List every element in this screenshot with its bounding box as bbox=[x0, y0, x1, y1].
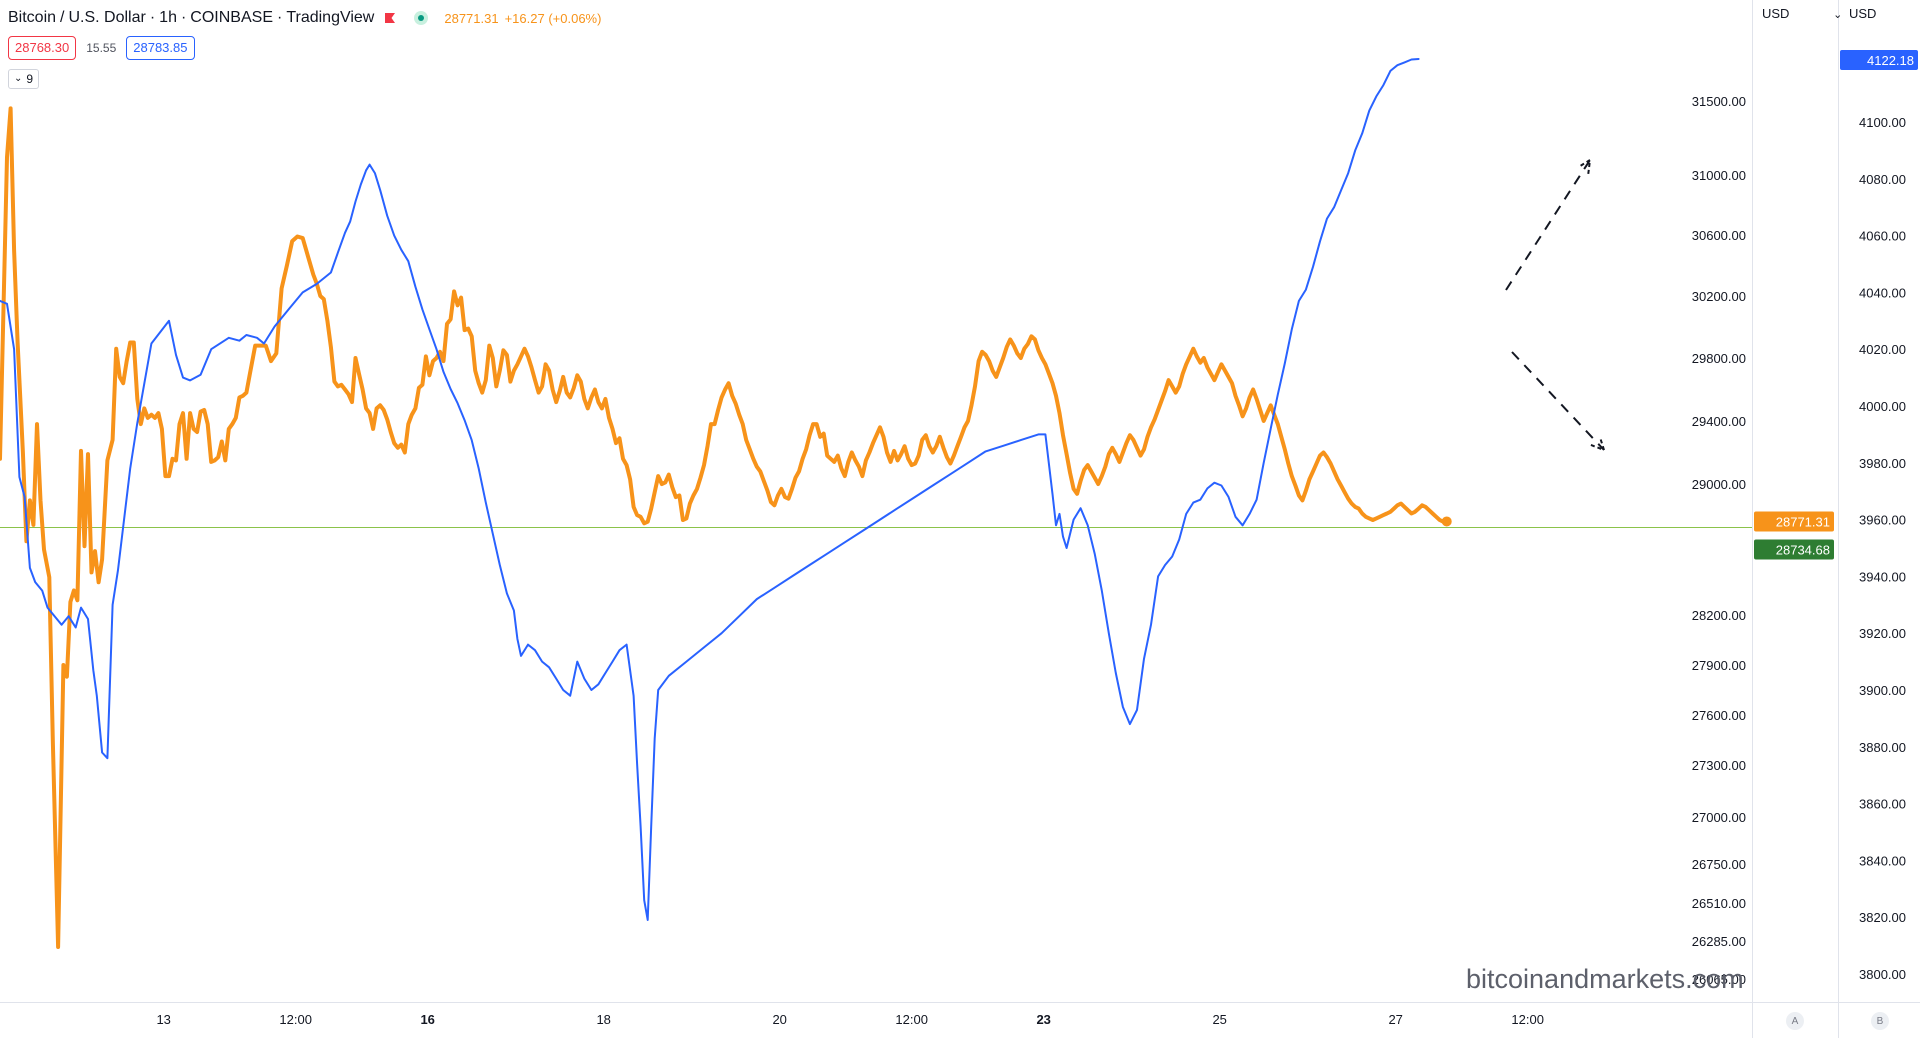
right-axis-tick: 4000.00 bbox=[1859, 399, 1906, 414]
time-axis-tick: 27 bbox=[1388, 1012, 1402, 1027]
up-arrow bbox=[1505, 159, 1591, 291]
right-axis-tick: 4100.00 bbox=[1859, 115, 1906, 130]
right-axis-tick: 3820.00 bbox=[1859, 910, 1906, 925]
last-point-marker bbox=[1441, 516, 1452, 527]
time-axis-tick: 12:00 bbox=[895, 1012, 928, 1027]
watermark: bitcoinandmarkets.com bbox=[1466, 964, 1744, 994]
time-axis-tick: 20 bbox=[772, 1012, 786, 1027]
down-arrow-head bbox=[1590, 436, 1606, 452]
flag-icon[interactable] bbox=[384, 12, 396, 24]
left-axis-tick: 29800.00 bbox=[1692, 351, 1746, 366]
right-axis-tick: 3860.00 bbox=[1859, 797, 1906, 812]
time-axis-tick: 25 bbox=[1212, 1012, 1226, 1027]
left-axis-tick: 26510.00 bbox=[1692, 896, 1746, 911]
right-axis-tick: 3800.00 bbox=[1859, 967, 1906, 982]
right-axis-tick: 3880.00 bbox=[1859, 740, 1906, 755]
symbol-header[interactable]: Bitcoin / U.S. Dollar · 1h · COINBASE · … bbox=[8, 8, 601, 28]
chevron-down-icon: ⌄ bbox=[1833, 9, 1843, 21]
price-change: +16.27 (+0.06%) bbox=[504, 10, 602, 26]
right-axis-tick: 4020.00 bbox=[1859, 342, 1906, 357]
right-axis-tick: 3960.00 bbox=[1859, 513, 1906, 528]
down-arrow bbox=[1511, 351, 1605, 451]
ask-price[interactable]: 28783.85 bbox=[126, 36, 195, 60]
left-axis-tick: 31000.00 bbox=[1692, 168, 1746, 183]
market-status-icon[interactable] bbox=[414, 11, 429, 25]
right-axis-tick: 3980.00 bbox=[1859, 456, 1906, 471]
left-last-price-tag: 28771.31 bbox=[1776, 514, 1830, 529]
platform-label: TradingView bbox=[286, 9, 375, 26]
time-axis-tick: 13 bbox=[156, 1012, 170, 1027]
left-last-price-tag-bg bbox=[1754, 511, 1834, 532]
left-line-price-tag-bg bbox=[1754, 539, 1834, 560]
right-last-price-tag: 4122.18 bbox=[1867, 53, 1914, 68]
left-axis-tick: 29000.00 bbox=[1692, 477, 1746, 492]
right-axis-tick: 3920.00 bbox=[1859, 626, 1906, 641]
right-axis-tick: 4080.00 bbox=[1859, 172, 1906, 187]
chevron-down-icon: ⌄ bbox=[14, 73, 23, 84]
right-axis-tick: 4040.00 bbox=[1859, 285, 1906, 300]
time-axis-tick: 12:00 bbox=[1511, 1012, 1544, 1027]
left-axis-tick: 27600.00 bbox=[1692, 708, 1746, 723]
left-axis-tick: 29400.00 bbox=[1692, 414, 1746, 429]
left-axis-tick: 26065.00 bbox=[1692, 972, 1746, 987]
symbol-separator: / bbox=[60, 9, 65, 26]
spread-value: 15.55 bbox=[86, 41, 117, 55]
interval-label[interactable]: 1h bbox=[159, 9, 177, 26]
left-axis-tick: 27300.00 bbox=[1692, 758, 1746, 773]
left-axis-tick: 26750.00 bbox=[1692, 857, 1746, 872]
left-axis-unit: USD bbox=[1762, 6, 1790, 21]
indicator-count: 9 bbox=[26, 72, 34, 86]
last-price: 28771.31 bbox=[444, 10, 499, 26]
bid-price[interactable]: 28768.30 bbox=[8, 36, 77, 60]
left-axis-tick: 31500.00 bbox=[1692, 94, 1746, 109]
left-axis-tick: 30200.00 bbox=[1692, 289, 1746, 304]
blue-series-line bbox=[0, 58, 1420, 921]
left-axis-tick: 27900.00 bbox=[1692, 658, 1746, 673]
orange-series-line bbox=[0, 106, 1449, 949]
time-axis-tick: 16 bbox=[420, 1012, 434, 1027]
auto-scale-button[interactable]: A bbox=[1786, 1012, 1804, 1030]
right-axis-tick: 3900.00 bbox=[1859, 683, 1906, 698]
bid-ask-quotes: 28768.30 15.55 28783.85 bbox=[8, 36, 195, 60]
time-axis-tick: 18 bbox=[596, 1012, 610, 1027]
quote-currency: U.S. Dollar bbox=[68, 9, 146, 26]
right-last-price-tag-bg bbox=[1840, 50, 1918, 70]
b-scale-button[interactable]: B bbox=[1871, 1012, 1889, 1030]
up-arrow-head bbox=[1577, 158, 1592, 175]
left-axis-unit-selector[interactable]: USD ⌄ bbox=[1762, 6, 1842, 21]
left-axis-tick: 27000.00 bbox=[1692, 810, 1746, 825]
right-axis-tick: 3840.00 bbox=[1859, 853, 1906, 868]
dot-separator-1: · bbox=[149, 9, 156, 26]
left-axis-tick: 30600.00 bbox=[1692, 228, 1746, 243]
symbol-name: Bitcoin bbox=[8, 9, 57, 26]
left-axis-tick: 26285.00 bbox=[1692, 934, 1746, 949]
time-axis-tick: 23 bbox=[1036, 1012, 1050, 1027]
dot-separator-2: · bbox=[180, 9, 187, 26]
right-axis-tick: 4060.00 bbox=[1859, 229, 1906, 244]
dot-separator-3: · bbox=[276, 9, 283, 26]
left-axis-tick: 28200.00 bbox=[1692, 608, 1746, 623]
right-axis-unit-selector[interactable]: USD bbox=[1849, 6, 1876, 21]
right-axis-tick: 3940.00 bbox=[1859, 569, 1906, 584]
exchange-label: COINBASE bbox=[190, 9, 273, 26]
right-axis-unit: USD bbox=[1849, 6, 1877, 21]
left-line-price-tag: 28734.68 bbox=[1776, 542, 1830, 557]
time-axis-tick: 12:00 bbox=[279, 1012, 312, 1027]
indicators-toggle[interactable]: ⌄ 9 bbox=[8, 69, 40, 89]
